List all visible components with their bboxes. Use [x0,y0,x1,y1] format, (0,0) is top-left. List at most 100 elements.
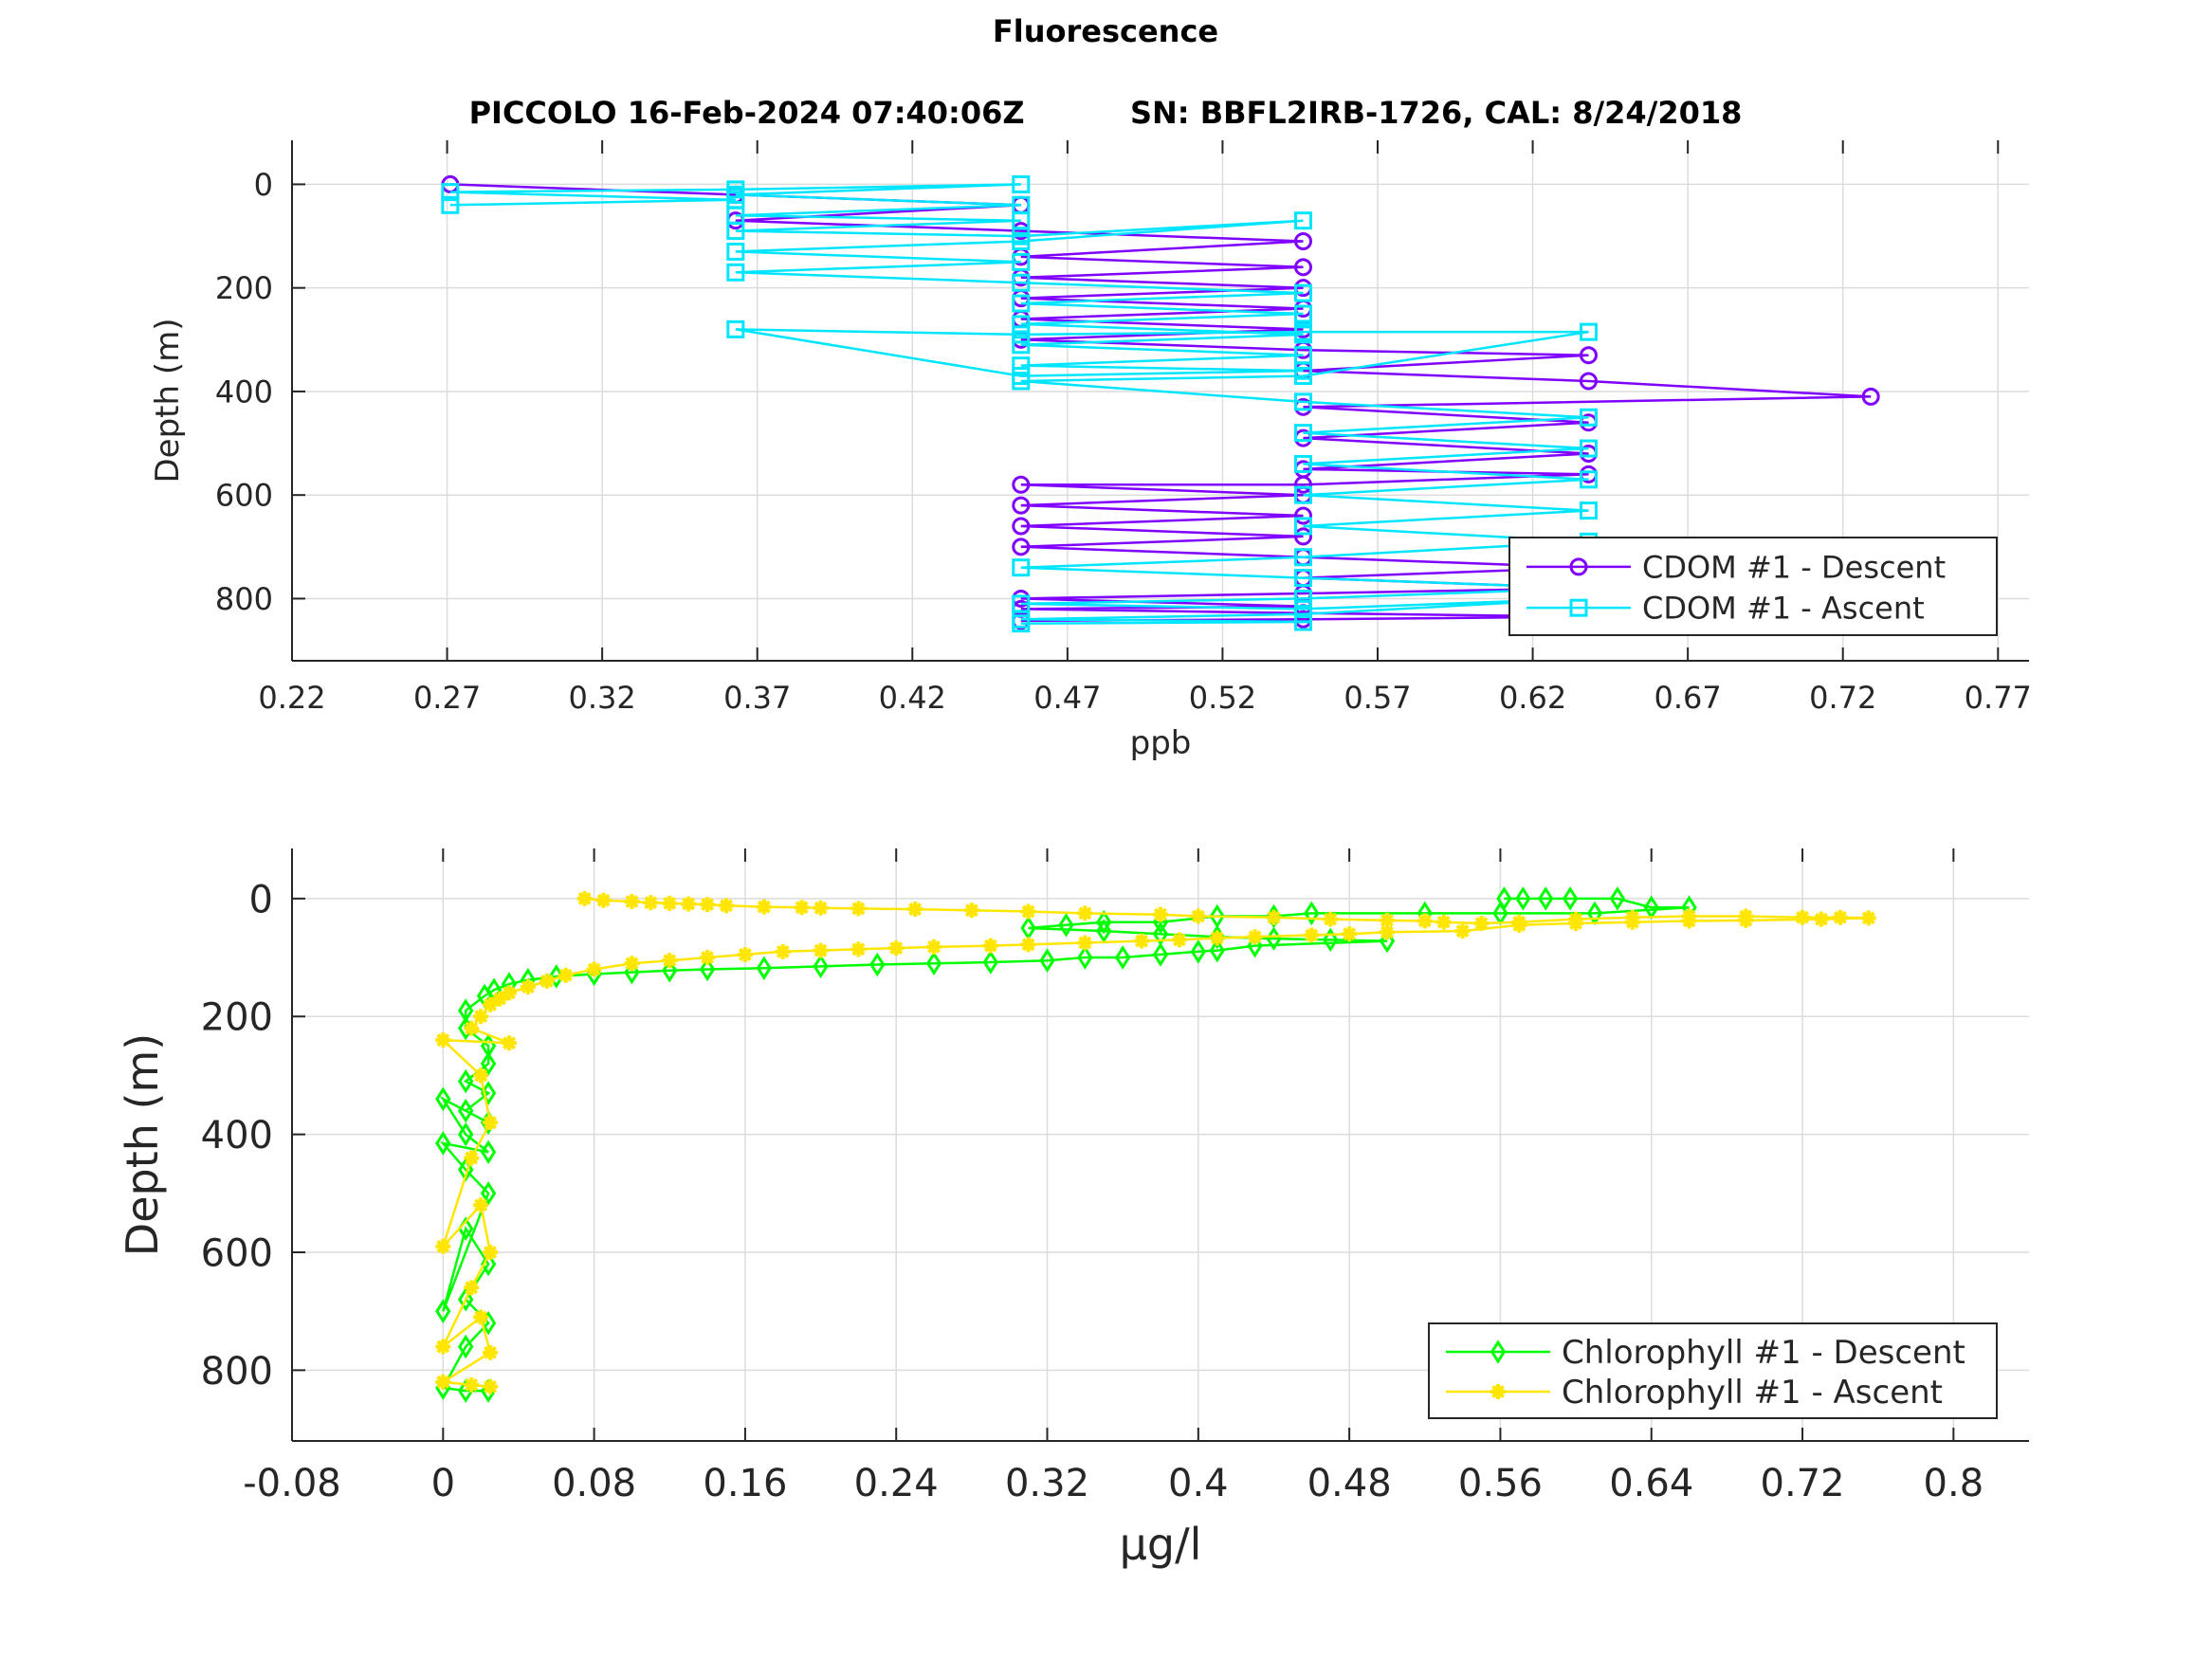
x-tick-label: 0.56 [1458,1462,1543,1505]
y-tick-label: 400 [215,374,273,410]
data-point [1342,926,1358,942]
data-point [1171,932,1187,948]
data-point [737,946,753,962]
data-point [1096,909,1112,935]
data-point [483,1244,499,1260]
x-axis-label: ppb [1130,724,1192,762]
legend-box [1428,1322,1998,1419]
cdom-chart: 0.22 0.27 0.32 0.37 0.42 0.47 0.52 0.57 0.62 0.67… [149,140,2032,762]
data-point [869,952,886,977]
data-point [480,1139,497,1165]
data-point [1114,945,1131,970]
data-point [458,1121,474,1147]
figure-subtitle: PICCOLO 16-Feb-2024 07:40:06Z SN: BBFL2I… [469,95,1743,131]
data-point [888,940,905,957]
data-point [1039,948,1055,973]
data-point [719,898,734,914]
data-point [794,900,810,916]
data-point [726,222,745,241]
y-tick-label: 400 [201,1114,273,1158]
data-point [1012,496,1031,515]
legend-label: CDOM #1 - Ascent [1642,591,1925,627]
data-point [1190,908,1206,924]
data-point [1473,915,1490,931]
data-point [576,890,593,906]
data-point [813,900,829,916]
data-point [1152,942,1169,967]
data-point [1190,939,1207,964]
data-point [681,896,697,912]
x-tick-label: 0.62 [1499,680,1566,716]
data-point [756,899,772,915]
data-point [1020,937,1036,953]
data-point [700,950,716,966]
data-point [473,1309,489,1325]
data-point [1861,387,1880,406]
x-tick-label: 0.16 [703,1462,787,1505]
data-point [464,1150,480,1166]
data-point [1293,527,1312,546]
x-tick-label: -0.08 [243,1462,341,1505]
x-tick-label: 0.22 [258,680,325,716]
data-point [1293,258,1312,277]
data-point [1293,232,1312,251]
y-tick-label: 0 [254,167,273,203]
data-point [1813,911,1829,927]
data-point [1293,548,1312,567]
legend-label: Chlorophyll #1 - Descent [1562,1334,1965,1372]
data-point [1077,945,1093,970]
data-point [1293,454,1312,473]
data-point [1247,929,1263,945]
x-tick-label: 0.27 [413,680,481,716]
data-point [1454,923,1471,939]
data-point [813,954,829,979]
data-point [1681,913,1697,929]
data-point [813,942,829,958]
data-point [1293,283,1312,302]
data-point [502,985,517,1001]
data-point [1020,903,1036,920]
data-point [1134,933,1150,949]
data-point [473,1197,489,1213]
y-axis-label: Depth (m) [117,1033,168,1256]
data-point [473,1009,489,1025]
data-point [1304,927,1320,943]
data-point [699,957,716,982]
x-tick-label: 0.47 [1033,680,1101,716]
series-line [449,183,1872,623]
data-point [483,996,499,1012]
y-tick-label: 600 [215,478,273,514]
data-point [624,893,640,909]
data-point [1012,558,1031,577]
x-tick-label: 0.42 [879,680,946,716]
figure-title: Fluorescence [993,13,1218,49]
data-point [624,956,640,972]
data-point [480,1181,497,1206]
data-point [464,1280,480,1296]
data-point [483,1378,499,1395]
data-point [850,941,867,957]
data-point [1077,935,1093,951]
data-point [662,895,678,911]
x-axis-label: μg/l [1120,1519,1202,1570]
data-point [1609,886,1626,911]
data-point [473,1067,489,1084]
data-point [1293,569,1312,588]
data-point [520,979,536,995]
x-tick-label: 0.4 [1168,1462,1229,1505]
data-point [435,1299,451,1323]
y-tick-label: 200 [215,270,273,306]
data-point [1293,612,1312,631]
x-tick-label: 0.32 [569,680,636,716]
data-point [1511,917,1527,933]
x-tick-label: 0.72 [1761,1462,1845,1505]
data-point [1266,909,1282,925]
data-point [1579,346,1598,365]
data-point [1293,485,1312,504]
data-point [756,956,773,981]
x-tick-label: 0.37 [723,680,791,716]
data-point [1579,322,1598,341]
data-point [925,951,942,976]
data-point [982,938,998,954]
data-point [1579,439,1598,458]
